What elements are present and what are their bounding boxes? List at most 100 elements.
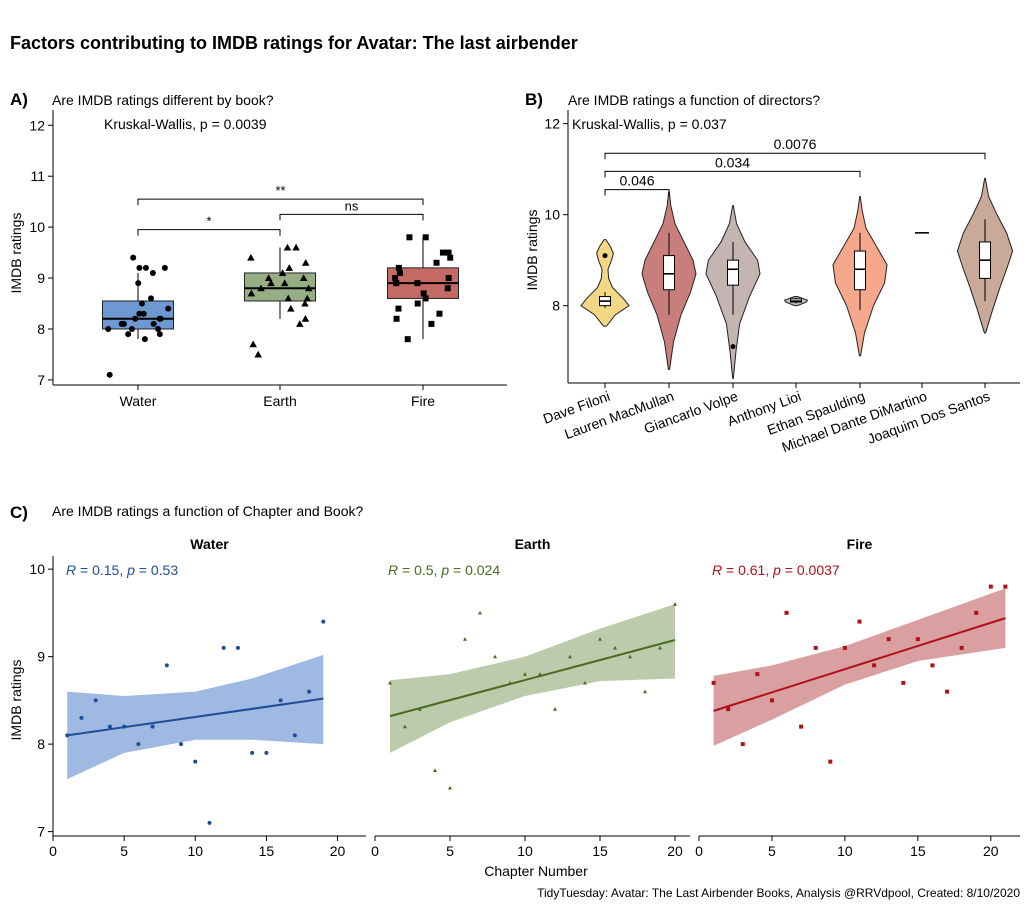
facet-point (1003, 584, 1008, 589)
panel-a-ytick-label: 12 (29, 117, 45, 133)
facet-fit-line (713, 617, 1006, 712)
panel-c-ytick-label: 8 (37, 736, 45, 752)
panel-a-point (257, 284, 265, 292)
panel-c-ytick-label: 9 (37, 649, 45, 665)
panel-a-point (254, 350, 262, 358)
panel-a-point (285, 264, 294, 271)
facet-point (755, 672, 760, 677)
panel-c-xtick-label: 5 (120, 843, 128, 859)
panel-c-xlabel: Chapter Number (484, 863, 588, 879)
facet-point (307, 689, 312, 694)
panel-a-tag: A) (10, 90, 28, 109)
panel-a-bracket-label: ns (345, 198, 359, 213)
panel-a-point (148, 295, 155, 302)
facet-point (568, 654, 572, 659)
panel-b-bracket-label: 0.046 (619, 173, 654, 189)
panel-b-violin: B) Are IMDB ratings a function of direct… (524, 90, 1020, 455)
panel-a-point (414, 280, 421, 287)
panel-a-xtick-label: Water (120, 393, 157, 409)
facet-point (448, 785, 452, 790)
panel-c-ylabel: IMDB ratings (8, 660, 24, 741)
facet-point (493, 654, 497, 659)
panel-b-box (727, 259, 739, 286)
panel-a-point (125, 331, 132, 338)
panel-c-xtick-label: 20 (330, 843, 346, 859)
facet-point (418, 707, 422, 711)
panel-a-point (165, 305, 172, 312)
facet-point (740, 742, 745, 747)
panel-a-point (296, 320, 304, 327)
panel-a-point (422, 295, 429, 302)
panel-a-point (404, 336, 411, 343)
facet-point (523, 672, 527, 676)
panel-a-point (420, 290, 427, 297)
panel-a-point (406, 234, 413, 241)
facet-point (974, 610, 979, 615)
panel-a-ylabel: IMDB ratings (8, 213, 24, 294)
panel-a-point (283, 243, 292, 251)
facet-point (930, 663, 935, 668)
panel-a-point (292, 243, 300, 251)
panel-c-scatter: C) Are IMDB ratings a function of Chapte… (8, 503, 1020, 879)
panel-a-ytick-label: 9 (37, 270, 45, 286)
facet-strip-label: Water (190, 536, 229, 552)
panel-b-outlier (730, 344, 736, 350)
facet-point (278, 698, 283, 703)
panel-a-point (105, 325, 112, 332)
panel-a-point (264, 274, 273, 282)
panel-a-point (301, 259, 310, 266)
panel-a-point (106, 371, 113, 378)
panel-a-point (135, 280, 142, 287)
facet-water: Water 0 5 10 15 20 R = 0.15, p = 0.53 (49, 536, 366, 859)
panel-a-point (396, 269, 403, 276)
panel-a-bracket-label: ** (275, 183, 285, 198)
facet-point (235, 645, 240, 650)
facet-point (433, 768, 437, 772)
panel-a-point (433, 259, 440, 266)
panel-c-xtick-label: 0 (371, 843, 379, 859)
panel-c-title: Are IMDB ratings a function of Chapter a… (52, 503, 363, 519)
panel-a-point (157, 315, 164, 322)
facet-stat-label: R = 0.61, p = 0.0037 (712, 562, 840, 578)
facet-point (179, 742, 184, 747)
panel-a-point (130, 254, 137, 261)
panel-a-point (267, 279, 275, 287)
facet-stat-label: R = 0.15, p = 0.53 (66, 562, 178, 578)
facet-point (959, 645, 964, 650)
panel-a-point (436, 310, 443, 317)
panel-a-point (247, 253, 255, 261)
facet-point (79, 715, 84, 720)
facet-point (988, 584, 993, 589)
facet-point (321, 619, 326, 624)
facet-point (658, 645, 662, 650)
facet-point (628, 654, 632, 659)
facet-fit-line (389, 639, 676, 718)
panel-a-point (395, 264, 402, 271)
facet-point (598, 637, 602, 641)
panel-b-box (854, 250, 866, 291)
panel-b-ytick-label: 12 (544, 116, 560, 132)
panel-a-point (301, 299, 309, 307)
panel-a-point (280, 279, 289, 287)
facet-point (264, 750, 269, 755)
facet-point (799, 724, 804, 729)
panel-a-point (149, 269, 156, 276)
panel-b-bracket-label: 0.0076 (774, 136, 817, 152)
panel-a-point (142, 264, 149, 271)
panel-b-bracket-label: 0.034 (715, 154, 750, 170)
panel-a-boxplot: A) Are IMDB ratings different by book? K… (8, 90, 507, 409)
panel-a-xtick-label: Fire (411, 393, 435, 409)
facet-point (65, 733, 70, 738)
figure-caption: TidyTuesday: Avatar: The Last Airbender … (537, 886, 1020, 900)
panel-a-ytick-label: 8 (37, 321, 45, 337)
facet-point (388, 680, 392, 685)
facet-point (150, 724, 155, 729)
facet-point (463, 637, 467, 641)
panel-c-tag: C) (10, 503, 28, 522)
facet-earth: Earth 0 5 10 15 20 R = 0.5, p = 0.024 (371, 536, 690, 859)
panel-a-point (249, 340, 257, 348)
panel-a-point (118, 320, 125, 327)
panel-a-point (428, 320, 435, 327)
panel-a-point (247, 289, 256, 297)
